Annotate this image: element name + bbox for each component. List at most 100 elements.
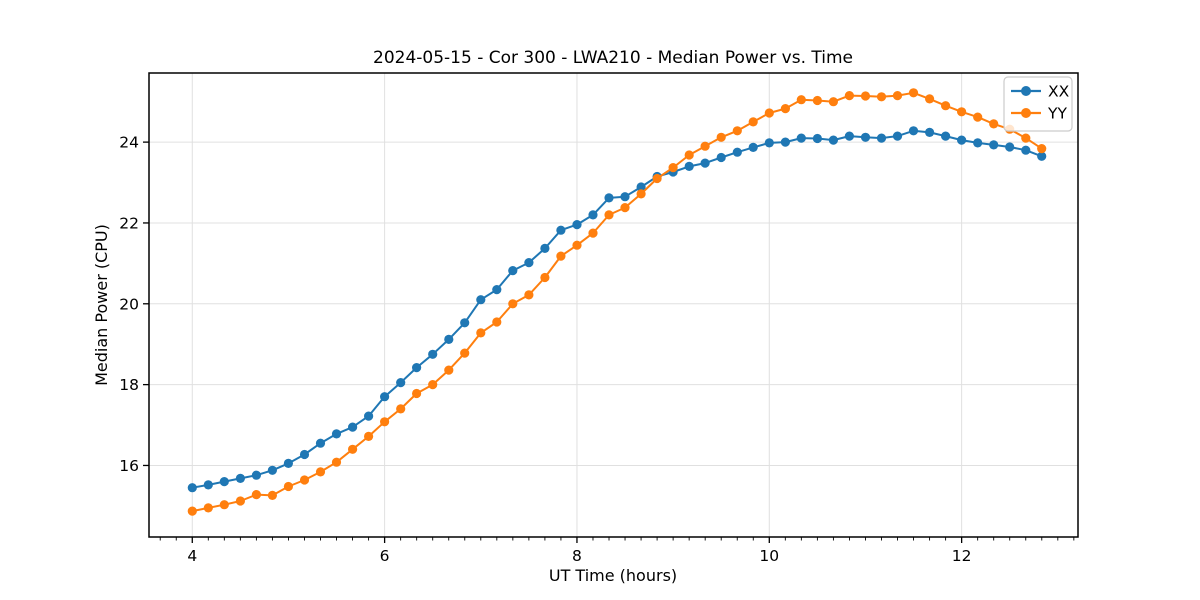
series-yy-marker [460, 348, 470, 358]
legend-label: XX [1048, 83, 1070, 101]
series-xx-marker [876, 133, 887, 143]
series-xx-marker [428, 349, 438, 359]
series-xx-marker [299, 449, 310, 460]
series-yy-marker [187, 506, 197, 516]
series-xx-line [191, 129, 1043, 489]
series-xx-marker [476, 295, 486, 305]
x-tick-label: 4 [187, 547, 197, 565]
series-xx-marker [748, 142, 758, 152]
series-xx-marker [844, 131, 855, 141]
series-yy-marker [973, 112, 983, 122]
series-xx-marker [716, 152, 726, 163]
series-xx-marker [860, 132, 871, 142]
series-yy-marker [748, 117, 758, 127]
y-tick-label: 22 [119, 214, 139, 232]
series-xx-marker [412, 363, 422, 373]
series-yy-marker [203, 503, 213, 513]
x-tick-label: 8 [572, 547, 582, 565]
series-xx-marker [973, 138, 983, 148]
legend-label: YY [1047, 105, 1067, 123]
series-xx-marker [1037, 151, 1047, 161]
series-yy-marker [380, 417, 390, 427]
series-yy-marker [876, 92, 887, 102]
series-yy-marker [412, 388, 422, 399]
series-xx-marker [764, 138, 774, 148]
series-xx-marker [828, 135, 839, 145]
series-yy-marker [283, 481, 293, 492]
series-yy-marker [652, 173, 662, 184]
x-tick-label: 10 [759, 547, 779, 565]
series-xx-marker [187, 483, 197, 493]
series-yy-marker [315, 467, 326, 477]
series-yy-marker [428, 380, 438, 390]
y-axis-label: Median Power (CPU) [92, 224, 111, 386]
series-xx-marker [572, 220, 582, 230]
series-yy-marker [396, 404, 406, 414]
series-yy-marker [219, 500, 229, 510]
series-yy-marker [492, 317, 502, 327]
legend: XX YY [1003, 76, 1073, 132]
series-yy-marker [444, 365, 454, 375]
series-yy-marker [636, 189, 646, 199]
series-yy-marker [572, 240, 582, 250]
series-yy-line [191, 91, 1043, 513]
series-xx-marker [524, 258, 534, 268]
series-yy-marker [508, 299, 518, 309]
series-yy-marker [925, 94, 935, 104]
legend-marker-sample [1021, 86, 1031, 96]
series-xx-marker [267, 465, 277, 475]
series-xx-marker [925, 127, 935, 137]
series-xx-marker [684, 161, 694, 171]
series-yy-marker [588, 228, 598, 238]
series-xx-marker [780, 137, 791, 147]
series-yy-marker [908, 88, 919, 98]
series-xx-marker [508, 266, 518, 276]
series-yy-marker [604, 210, 614, 220]
legend-marker-sample [1021, 108, 1031, 118]
series-xx-marker [235, 473, 245, 483]
series-yy-marker [844, 91, 855, 101]
series-xx-marker [556, 225, 566, 235]
series-xx-marker [380, 392, 390, 402]
series-yy-marker [331, 457, 342, 467]
series-xx-marker [732, 147, 742, 157]
plot-border [148, 72, 1079, 538]
series-yy-marker [700, 141, 710, 151]
series-xx-marker [396, 378, 406, 388]
series-xx-marker [283, 458, 293, 468]
series-yy-marker [476, 328, 486, 338]
series-xx-marker [796, 133, 806, 143]
series-yy-marker [780, 104, 791, 114]
series-xx-marker [892, 131, 903, 141]
series-xx-marker [957, 135, 967, 145]
series-xx-marker [636, 182, 646, 192]
series-yy-marker [668, 163, 678, 173]
series-yy-marker [235, 496, 245, 506]
x-axis-label: UT Time (hours) [549, 566, 677, 585]
series-xx-marker [989, 140, 999, 150]
series-xx-marker [908, 126, 919, 136]
series-xx-marker [588, 210, 598, 220]
series-xx-marker [492, 285, 502, 295]
gridlines [149, 73, 1078, 537]
series-yy-marker [764, 108, 774, 118]
series-yy-marker [941, 101, 951, 111]
series-yy-marker [989, 119, 999, 129]
series-yy-marker [957, 107, 967, 117]
series-xx-marker [941, 131, 951, 141]
y-tick-label: 24 [119, 134, 139, 152]
series-yy-marker [556, 251, 566, 261]
series-yy-marker [524, 290, 534, 300]
data-series [187, 88, 1047, 516]
series-yy-marker [892, 91, 903, 101]
axes: 4 6 8 10 12 16 18 20 22 24 [119, 72, 1079, 565]
chart-title: 2024-05-15 - Cor 300 - LWA210 - Median P… [373, 48, 853, 68]
series-xx-marker [444, 334, 454, 344]
y-tick-label: 16 [119, 457, 139, 475]
series-xx-marker [364, 411, 374, 421]
series-yy-marker [860, 91, 871, 101]
y-tick-label: 20 [119, 295, 139, 313]
series-xx-marker [540, 243, 550, 253]
